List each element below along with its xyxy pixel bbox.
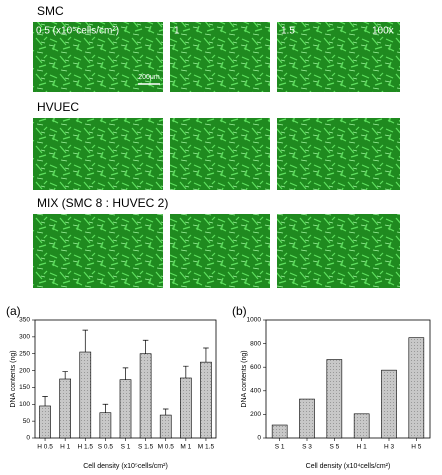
y-tick-label: 200 [250,411,261,418]
x-tick-label: H 1 [357,444,368,451]
x-tick-label: H 1 [60,444,71,451]
row-label: HVUEC [37,100,79,114]
bar [381,369,397,439]
x-tick-label: S 1 [121,444,131,451]
bar [39,405,51,439]
micrograph [33,118,163,190]
x-tick-label: H 1.5 [78,444,94,451]
x-axis-label: Cell density (x10⁵cells/cm²) [83,463,168,470]
y-tick-label: 600 [250,364,261,371]
y-tick-label: 1000 [247,317,262,324]
x-tick-label: S 3 [302,444,312,451]
bar [119,379,132,439]
x-axis-label: Cell density (x10⁴cells/cm²) [306,463,391,470]
x-tick-label: S 1.5 [138,444,154,451]
micrograph [170,118,270,190]
row-label: MIX (SMC 8 : HUVEC 2) [37,196,168,210]
x-tick-label: M 1 [180,444,191,451]
bar [139,353,152,439]
y-axis-label: DNA contents (ng) [10,350,17,407]
error-bar [162,408,169,416]
error-bar [62,371,68,379]
bar [408,337,425,439]
panel-label: (b) [232,304,247,318]
error-bar [142,339,149,354]
y-tick-label: 350 [19,317,30,324]
bar [59,378,71,439]
bar [271,424,288,439]
x-tick-label: S 1 [275,444,285,451]
x-tick-label: H 0.5 [37,444,53,451]
y-tick-label: 800 [250,340,261,347]
y-tick-label: 250 [19,350,30,357]
x-tick-label: M 0.5 [158,444,175,451]
error-bar [183,365,189,378]
bar [180,377,192,439]
x-tick-label: S 5 [329,444,339,451]
x-tick-label: H 3 [384,444,395,451]
column-label: 1.5 [281,26,295,37]
x-tick-label: S 0.5 [98,444,114,451]
y-tick-label: 200 [19,367,30,374]
micrograph [277,22,400,92]
bar [159,414,172,439]
bar [299,398,315,439]
micrographs [33,22,400,288]
x-tick-label: H 5 [411,444,422,451]
y-tick-label: 0 [257,435,261,442]
bar [353,413,370,439]
column-label: 0.5 (x10⁵cells/cm²) [36,26,119,37]
plot-frame [265,319,431,439]
y-tick-label: 150 [19,384,30,391]
micrograph [170,214,270,288]
error-bar [102,403,109,413]
y-tick-label: 50 [23,418,31,425]
y-axis-label: DNA contents (ng) [241,350,248,407]
y-tick-label: 0 [26,435,30,442]
y-tick-label: 300 [19,334,30,341]
y-tick-label: 100 [19,401,30,408]
scale-bar-label: 200μm [138,74,160,81]
x-tick-label: M 1.5 [198,444,215,451]
bar [99,412,112,439]
micrograph [277,214,400,288]
error-bar [122,367,129,380]
row-label: SMC [37,4,64,18]
micrograph [277,118,400,190]
magnification: 100x [372,26,394,37]
micrograph [33,214,163,288]
error-bar [82,329,89,353]
y-tick-label: 400 [250,388,261,395]
column-label: 1 [174,26,180,37]
micrograph [170,22,270,92]
panel-label: (a) [6,304,21,318]
bar [200,361,212,439]
bar [326,359,343,439]
error-bar [42,396,48,406]
bar [79,351,92,439]
error-bar [203,347,209,363]
micrograph [33,22,163,92]
